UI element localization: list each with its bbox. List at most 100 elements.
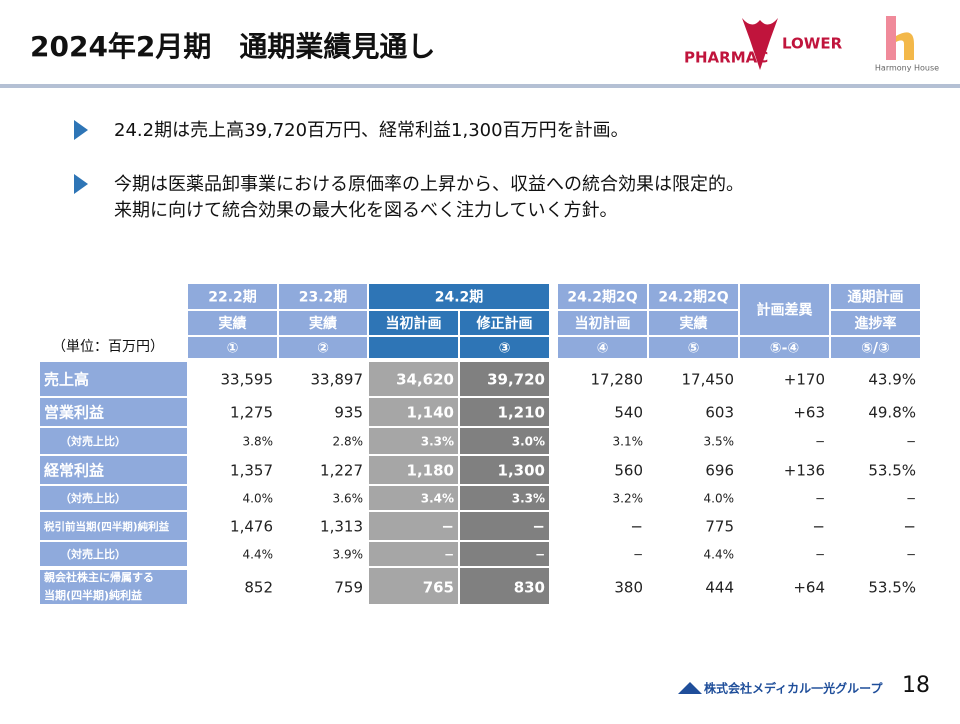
cell: 33,897 xyxy=(311,371,364,389)
row-label-cell xyxy=(40,542,187,566)
row-label-cell xyxy=(40,398,187,426)
header-text: ② xyxy=(317,341,329,357)
row-label: 税引前当期(四半期)純利益 xyxy=(44,520,170,533)
cell: − xyxy=(535,548,545,562)
row-label-cell xyxy=(40,456,187,484)
cell: 33,595 xyxy=(221,371,274,389)
header-cell xyxy=(188,311,277,335)
bullet-text: 24.2期は売上高39,720百万円、経常利益1,300百万円を計画。 xyxy=(114,120,629,141)
header-cell xyxy=(369,311,458,335)
header-cell xyxy=(740,284,829,335)
cell: 53.5% xyxy=(868,462,916,480)
cell: 49.8% xyxy=(868,404,916,422)
row-label: （対売上比） xyxy=(60,491,126,505)
cell: 1,140 xyxy=(407,404,454,422)
cell: 3.1% xyxy=(613,435,644,449)
cell: 39,720 xyxy=(487,371,545,389)
header-cell xyxy=(831,284,920,309)
cell: 759 xyxy=(334,579,363,597)
cell: 4.4% xyxy=(243,548,274,562)
header-cell xyxy=(558,311,647,335)
header-text: 24.2期2Q xyxy=(658,290,728,306)
header-cell xyxy=(188,284,277,309)
header-text: 23.2期 xyxy=(299,290,348,306)
cell: +170 xyxy=(784,371,825,389)
logo-shape xyxy=(886,16,896,60)
cell: 43.9% xyxy=(868,371,916,389)
cell: 1,313 xyxy=(320,518,363,536)
cell: 830 xyxy=(514,579,545,597)
row-label-cell xyxy=(40,570,187,604)
logo-shape xyxy=(896,32,914,60)
cell: 1,180 xyxy=(407,462,454,480)
cell: 560 xyxy=(614,462,643,480)
header-cell xyxy=(369,284,549,309)
cell: 380 xyxy=(614,579,643,597)
header-text: 当初計画 xyxy=(386,315,442,332)
header-text: 計画差異 xyxy=(757,302,813,319)
header-cell xyxy=(369,337,458,358)
header-cell xyxy=(831,311,920,335)
cell: − xyxy=(903,518,916,536)
header-cell xyxy=(649,311,738,335)
cell: 1,300 xyxy=(498,462,545,480)
header-cell xyxy=(649,337,738,358)
cell: − xyxy=(532,518,545,536)
cell: 17,450 xyxy=(682,371,735,389)
cell: 3.3% xyxy=(512,492,545,506)
header-text: 進捗率 xyxy=(855,315,897,332)
cell: 603 xyxy=(705,404,734,422)
header-cell xyxy=(740,337,829,358)
cell: 4.0% xyxy=(704,492,735,506)
cell: 775 xyxy=(705,518,734,536)
header-cell xyxy=(558,284,647,309)
cell: 1,210 xyxy=(498,404,545,422)
cell: 540 xyxy=(614,404,643,422)
cell: 1,227 xyxy=(320,462,363,480)
slide-title: 2024年2月期 通期業績見通し xyxy=(30,30,435,63)
cell: 4.0% xyxy=(243,492,274,506)
cell: − xyxy=(441,518,454,536)
header-cell xyxy=(279,337,367,358)
row-label: 当期(四半期)純利益 xyxy=(44,588,142,602)
header-cell xyxy=(460,311,549,335)
header-cell xyxy=(460,337,549,358)
header-text: 24.2期 xyxy=(435,290,484,306)
cell: +64 xyxy=(793,579,825,597)
bullet-icon xyxy=(74,174,88,194)
row-label-cell xyxy=(40,428,187,454)
cell: 4.4% xyxy=(704,548,735,562)
header-cell xyxy=(188,337,277,358)
cell: − xyxy=(906,492,916,506)
cell: − xyxy=(444,548,454,562)
logo-text: Harmony House xyxy=(875,64,939,73)
header-cell xyxy=(279,311,367,335)
footer-icon xyxy=(678,682,702,694)
logo-text: PHARMAC xyxy=(684,49,768,67)
column-shade xyxy=(369,362,458,604)
cell: 1,476 xyxy=(230,518,273,536)
header-text: ③ xyxy=(499,341,511,357)
cell: 852 xyxy=(244,579,273,597)
cell: 3.3% xyxy=(421,435,454,449)
cell: 1,275 xyxy=(230,404,273,422)
row-label: （対売上比） xyxy=(60,547,126,561)
row-label: 売上高 xyxy=(44,371,89,389)
cell: − xyxy=(815,492,825,506)
cell: 696 xyxy=(705,462,734,480)
cell: 3.9% xyxy=(333,548,364,562)
cell: 3.6% xyxy=(333,492,364,506)
cell: 3.2% xyxy=(613,492,644,506)
bullet-icon xyxy=(74,120,88,140)
cell: 3.4% xyxy=(421,492,454,506)
header-cell xyxy=(831,337,920,358)
header-text: 実績 xyxy=(309,315,337,332)
header-cell xyxy=(558,337,647,358)
cell: 3.5% xyxy=(704,435,735,449)
header-text: 24.2期2Q xyxy=(567,290,637,306)
header-text: ① xyxy=(227,341,239,357)
page-number: 18 xyxy=(902,673,930,698)
